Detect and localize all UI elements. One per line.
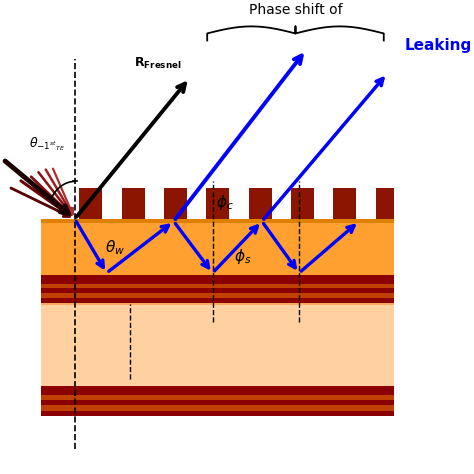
Bar (291, 189, 314, 219)
Bar (41, 386, 394, 395)
Bar (41, 284, 394, 289)
Text: $\theta_w$: $\theta_w$ (105, 238, 126, 256)
Bar (41, 289, 394, 293)
Bar (249, 189, 272, 219)
Bar (41, 275, 394, 284)
Bar (41, 395, 394, 400)
Bar (41, 305, 394, 386)
Bar (79, 189, 102, 219)
Text: Leaking: Leaking (405, 38, 472, 53)
Bar (164, 189, 187, 219)
Bar (41, 298, 394, 302)
Bar (41, 219, 394, 275)
Bar (41, 302, 394, 305)
Bar (206, 189, 229, 219)
Text: $\mathbf{R_{Fresnel}}$: $\mathbf{R_{Fresnel}}$ (134, 56, 182, 71)
Text: Phase shift of: Phase shift of (249, 3, 342, 17)
Bar (122, 189, 145, 219)
Bar (41, 293, 394, 298)
Bar (41, 405, 394, 410)
Bar (41, 219, 394, 223)
Text: $\theta_{-1^{st}{}_{TE}}$: $\theta_{-1^{st}{}_{TE}}$ (29, 135, 65, 153)
Bar (376, 189, 399, 219)
Text: $\phi_c$: $\phi_c$ (216, 193, 234, 212)
Bar (41, 400, 394, 405)
Bar (41, 410, 394, 416)
Text: $\phi_s$: $\phi_s$ (234, 247, 251, 266)
Bar (333, 189, 356, 219)
